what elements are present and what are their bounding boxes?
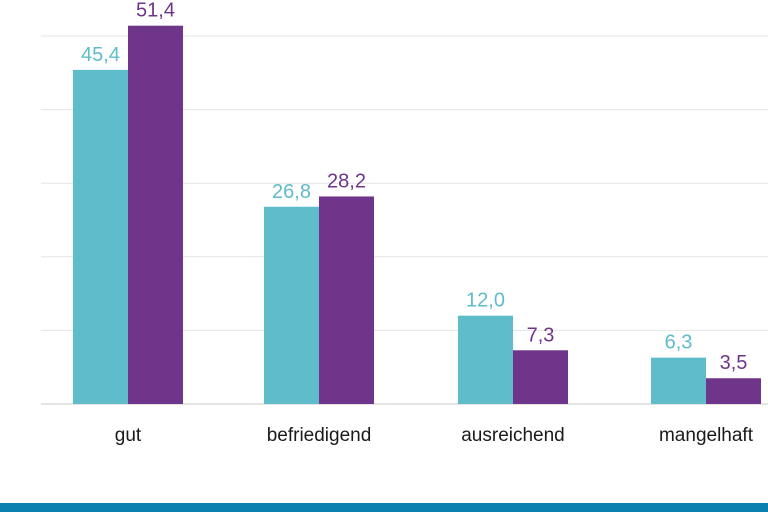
bar (128, 25, 183, 405)
data-label: 28,2 (327, 170, 366, 192)
category-label: mangelhaft (659, 425, 754, 446)
bar (651, 357, 706, 404)
bar (706, 378, 761, 404)
data-label: 26,8 (272, 181, 311, 203)
category-label: gut (115, 425, 142, 446)
footer-strip (0, 503, 768, 512)
bar (513, 350, 568, 404)
bar (458, 315, 513, 404)
data-label: 6,3 (665, 332, 693, 354)
bar (73, 69, 128, 404)
data-label: 51,4 (136, 0, 175, 22)
data-label: 7,3 (527, 324, 555, 346)
data-label: 3,5 (720, 352, 748, 374)
data-label: 45,4 (81, 44, 120, 66)
data-label: 12,0 (466, 290, 505, 312)
category-label: ausreichend (461, 425, 565, 446)
bar (319, 196, 374, 404)
bar (264, 206, 319, 404)
category-label: befriedigend (267, 425, 372, 446)
